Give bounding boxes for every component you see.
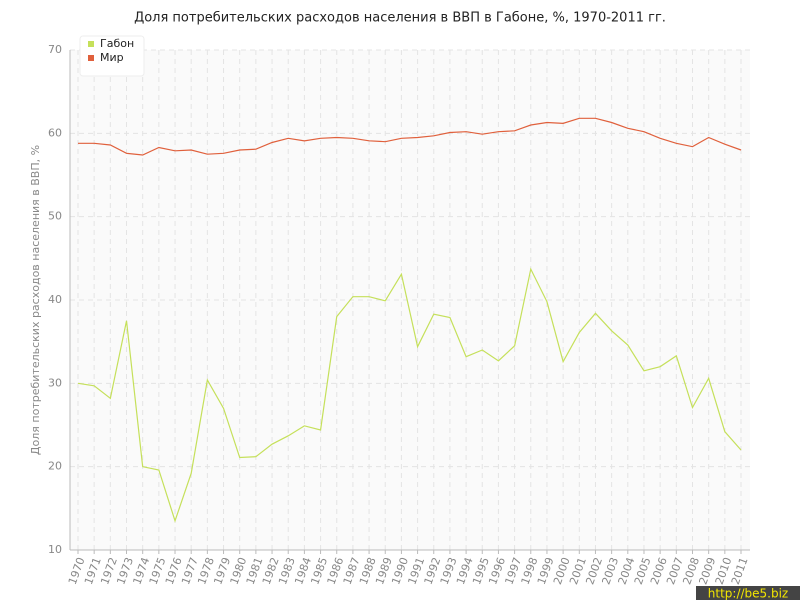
watermark-bg <box>696 586 800 600</box>
y-tick-label: 30 <box>48 376 62 389</box>
series-line <box>77 267 742 523</box>
chart-title: Доля потребительских расходов населения … <box>134 11 666 26</box>
y-tick-label: 60 <box>48 126 62 139</box>
y-tick-label: 40 <box>48 293 62 306</box>
legend-label: Габон <box>100 37 134 50</box>
legend-box <box>79 35 145 77</box>
legend-label: Мир <box>100 51 124 64</box>
y-tick-label: 70 <box>48 43 62 56</box>
legend-swatch <box>88 41 94 47</box>
y-tick-label: 20 <box>48 460 62 473</box>
watermark: http://be5.biz <box>708 587 788 600</box>
y-axis-label: Доля потребительских расходов населения … <box>29 145 42 455</box>
legend-swatch <box>88 55 94 61</box>
series-line <box>78 117 742 156</box>
y-tick-label: 50 <box>48 210 62 223</box>
plot-area <box>70 50 750 550</box>
y-tick-label: 10 <box>48 543 62 556</box>
